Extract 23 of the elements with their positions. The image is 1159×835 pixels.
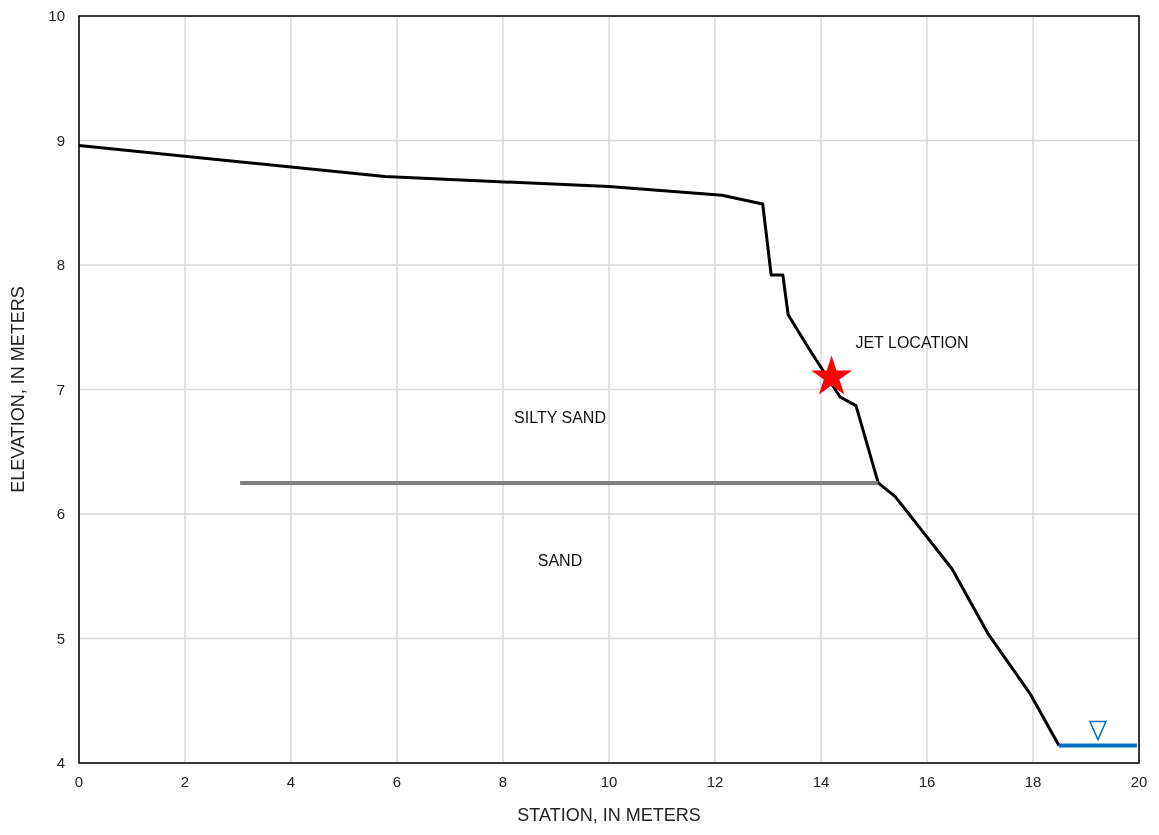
x-tick-label: 4 xyxy=(286,773,296,790)
annotation: SILTY SAND xyxy=(514,409,606,427)
y-tick-label: 7 xyxy=(56,380,65,398)
x-tick-label: 2 xyxy=(180,773,190,790)
x-tick-label: 8 xyxy=(498,773,508,790)
x-tick-label: 16 xyxy=(918,773,936,790)
annotation: JET LOCATION xyxy=(855,334,969,352)
annotation: SAND xyxy=(537,552,583,570)
y-tick-label: 5 xyxy=(56,629,65,647)
x-tick-label: 18 xyxy=(1024,773,1042,790)
x-tick-label: 14 xyxy=(812,773,830,790)
y-axis-title: ELEVATION, IN METERS xyxy=(8,286,28,493)
x-tick-label: 12 xyxy=(706,773,724,790)
y-tick-label: 8 xyxy=(56,256,65,273)
x-tick-label: 20 xyxy=(1130,773,1148,790)
y-tick-label: 9 xyxy=(56,131,65,149)
y-tick-label: 4 xyxy=(56,754,65,771)
x-tick-label: 10 xyxy=(600,773,618,790)
x-tick-label: 6 xyxy=(392,773,402,790)
y-tick-label: 6 xyxy=(56,505,65,522)
y-tick-label: 10 xyxy=(48,7,65,24)
x-tick-label: 0 xyxy=(74,773,84,790)
x-axis-title: STATION, IN METERS xyxy=(517,805,701,825)
